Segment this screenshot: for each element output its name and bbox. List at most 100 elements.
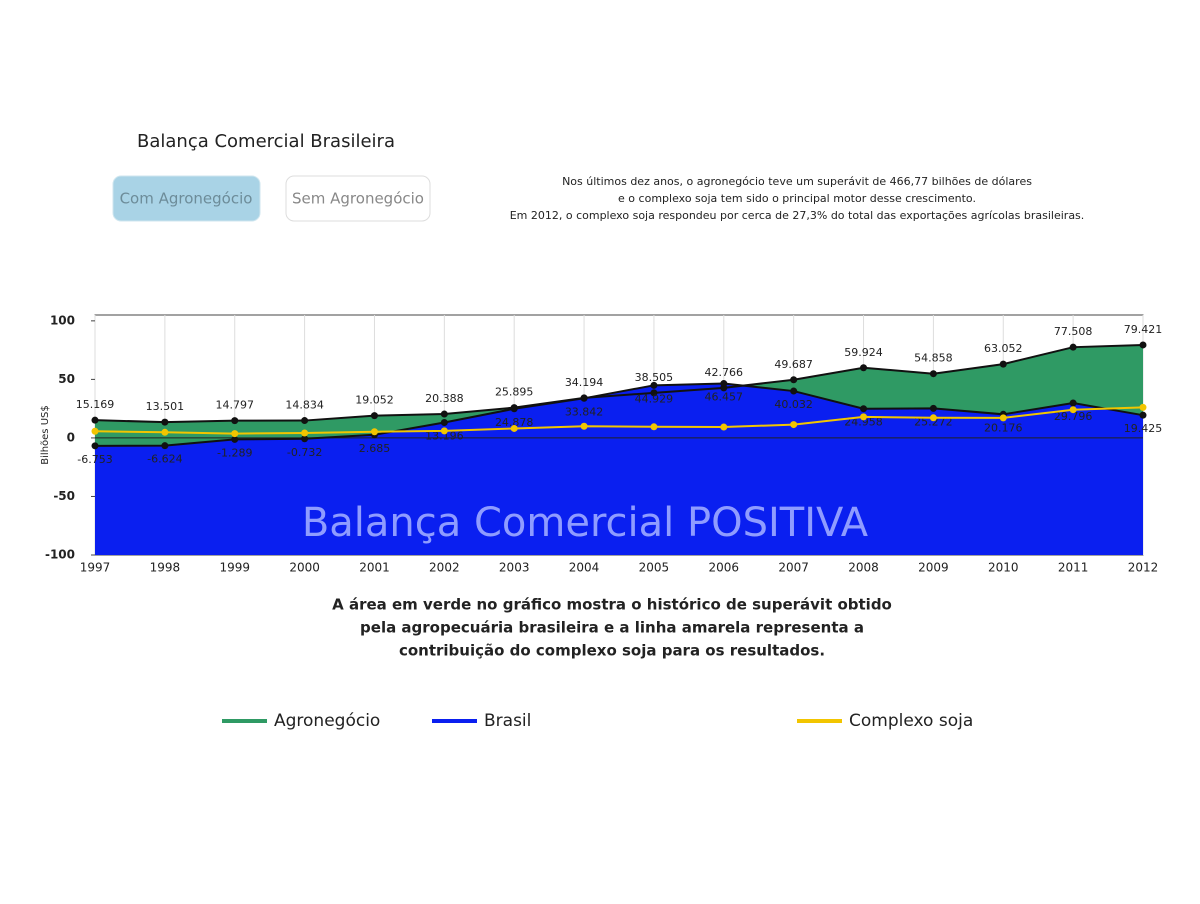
- x-tick-label: 1997: [80, 561, 111, 575]
- button-bg[interactable]: [285, 175, 431, 222]
- value-label: 54.858: [914, 352, 953, 365]
- value-label: 38.505: [635, 371, 674, 384]
- value-label: -0.732: [287, 446, 322, 459]
- button[interactable]: Sem Agronegócio: [285, 175, 431, 222]
- button[interactable]: Com Agronegócio: [112, 175, 261, 222]
- point: [91, 442, 99, 450]
- point: [1069, 343, 1077, 351]
- value-label: 46.457: [705, 391, 744, 404]
- point: [231, 430, 239, 438]
- point: [929, 370, 937, 378]
- value-label: 42.766: [705, 366, 744, 379]
- point: [650, 381, 658, 389]
- legend-label: Brasil: [484, 711, 531, 731]
- y-tick-label: -100: [45, 548, 75, 562]
- point: [301, 417, 309, 425]
- caption-line: contribuição do complexo soja para os re…: [399, 642, 825, 660]
- value-label: 20.388: [425, 392, 464, 405]
- point: [720, 423, 728, 431]
- caption-line: pela agropecuária brasileira e a linha a…: [360, 619, 864, 637]
- point: [231, 417, 239, 425]
- point: [1069, 399, 1077, 407]
- point: [370, 428, 378, 436]
- value-label: 44.929: [635, 392, 674, 405]
- point: [929, 404, 937, 412]
- x-tick-label: 2002: [429, 561, 460, 575]
- point: [790, 387, 798, 395]
- x-tick-label: 2007: [778, 561, 809, 575]
- x-tick-label: 2011: [1058, 561, 1089, 575]
- point: [860, 413, 868, 421]
- value-label: 34.194: [565, 376, 604, 389]
- value-label: 25.895: [495, 386, 534, 399]
- point: [161, 442, 169, 450]
- value-label: 2.685: [359, 442, 391, 455]
- x-tick-label: 2010: [988, 561, 1019, 575]
- y-tick-label: 0: [67, 430, 75, 444]
- value-label: 19.425: [1124, 422, 1163, 435]
- point: [580, 422, 588, 430]
- point: [1069, 406, 1077, 414]
- point: [860, 405, 868, 413]
- value-label: 14.834: [285, 399, 324, 412]
- point: [510, 424, 518, 432]
- x-tick-label: 2000: [289, 561, 320, 575]
- value-label: 40.032: [774, 398, 813, 411]
- legend-label: Complexo soja: [849, 711, 973, 731]
- y-tick-label: 50: [58, 372, 75, 386]
- y-axis-label: Bilhões US$: [40, 405, 51, 464]
- point: [370, 412, 378, 420]
- point: [650, 389, 658, 397]
- description-line: Nos últimos dez anos, o agronegócio teve…: [562, 175, 1032, 188]
- point: [1139, 403, 1147, 411]
- x-tick-label: 2001: [359, 561, 390, 575]
- point: [580, 394, 588, 402]
- value-label: 24.958: [844, 416, 883, 429]
- y-tick-label: 100: [50, 313, 75, 327]
- value-label: 79.421: [1124, 323, 1163, 336]
- point: [440, 410, 448, 418]
- button-label[interactable]: Sem Agronegócio: [292, 190, 424, 208]
- point: [161, 418, 169, 426]
- point: [929, 414, 937, 422]
- x-tick-label: 2005: [639, 561, 670, 575]
- point: [790, 376, 798, 384]
- button-bg[interactable]: [112, 175, 261, 222]
- point: [440, 427, 448, 435]
- x-tick-label: 2008: [848, 561, 879, 575]
- point: [510, 405, 518, 413]
- value-label: -6.624: [147, 453, 182, 466]
- value-label: 33.842: [565, 405, 604, 418]
- value-label: -6.753: [77, 453, 112, 466]
- value-label: 59.924: [844, 346, 883, 359]
- line: [94, 382, 1144, 447]
- legend-label: Agronegócio: [274, 711, 380, 731]
- point: [860, 364, 868, 372]
- point: [231, 435, 239, 443]
- button-label[interactable]: Com Agronegócio: [120, 190, 253, 208]
- line: [94, 343, 1144, 424]
- line: [94, 406, 1144, 435]
- description-line: Em 2012, o complexo soja respondeu por c…: [510, 209, 1085, 222]
- value-label: 19.052: [355, 394, 394, 407]
- point: [999, 360, 1007, 368]
- point: [720, 380, 728, 388]
- point: [301, 429, 309, 437]
- value-label: 24.878: [495, 416, 534, 429]
- point: [999, 414, 1007, 422]
- x-tick-label: 2006: [709, 561, 740, 575]
- x-tick-label: 2004: [569, 561, 600, 575]
- description-line: e o complexo soja tem sido o principal m…: [618, 192, 976, 205]
- value-label: 63.052: [984, 342, 1023, 355]
- area: [95, 383, 1143, 555]
- x-tick-label: 2012: [1128, 561, 1159, 575]
- point: [1139, 341, 1147, 349]
- value-label: 13.196: [425, 429, 464, 442]
- x-tick-label: 1998: [150, 561, 181, 575]
- point: [91, 427, 99, 435]
- point: [161, 428, 169, 436]
- value-label: 29.796: [1054, 410, 1093, 423]
- x-tick-label: 2009: [918, 561, 949, 575]
- x-tick-label: 1999: [219, 561, 250, 575]
